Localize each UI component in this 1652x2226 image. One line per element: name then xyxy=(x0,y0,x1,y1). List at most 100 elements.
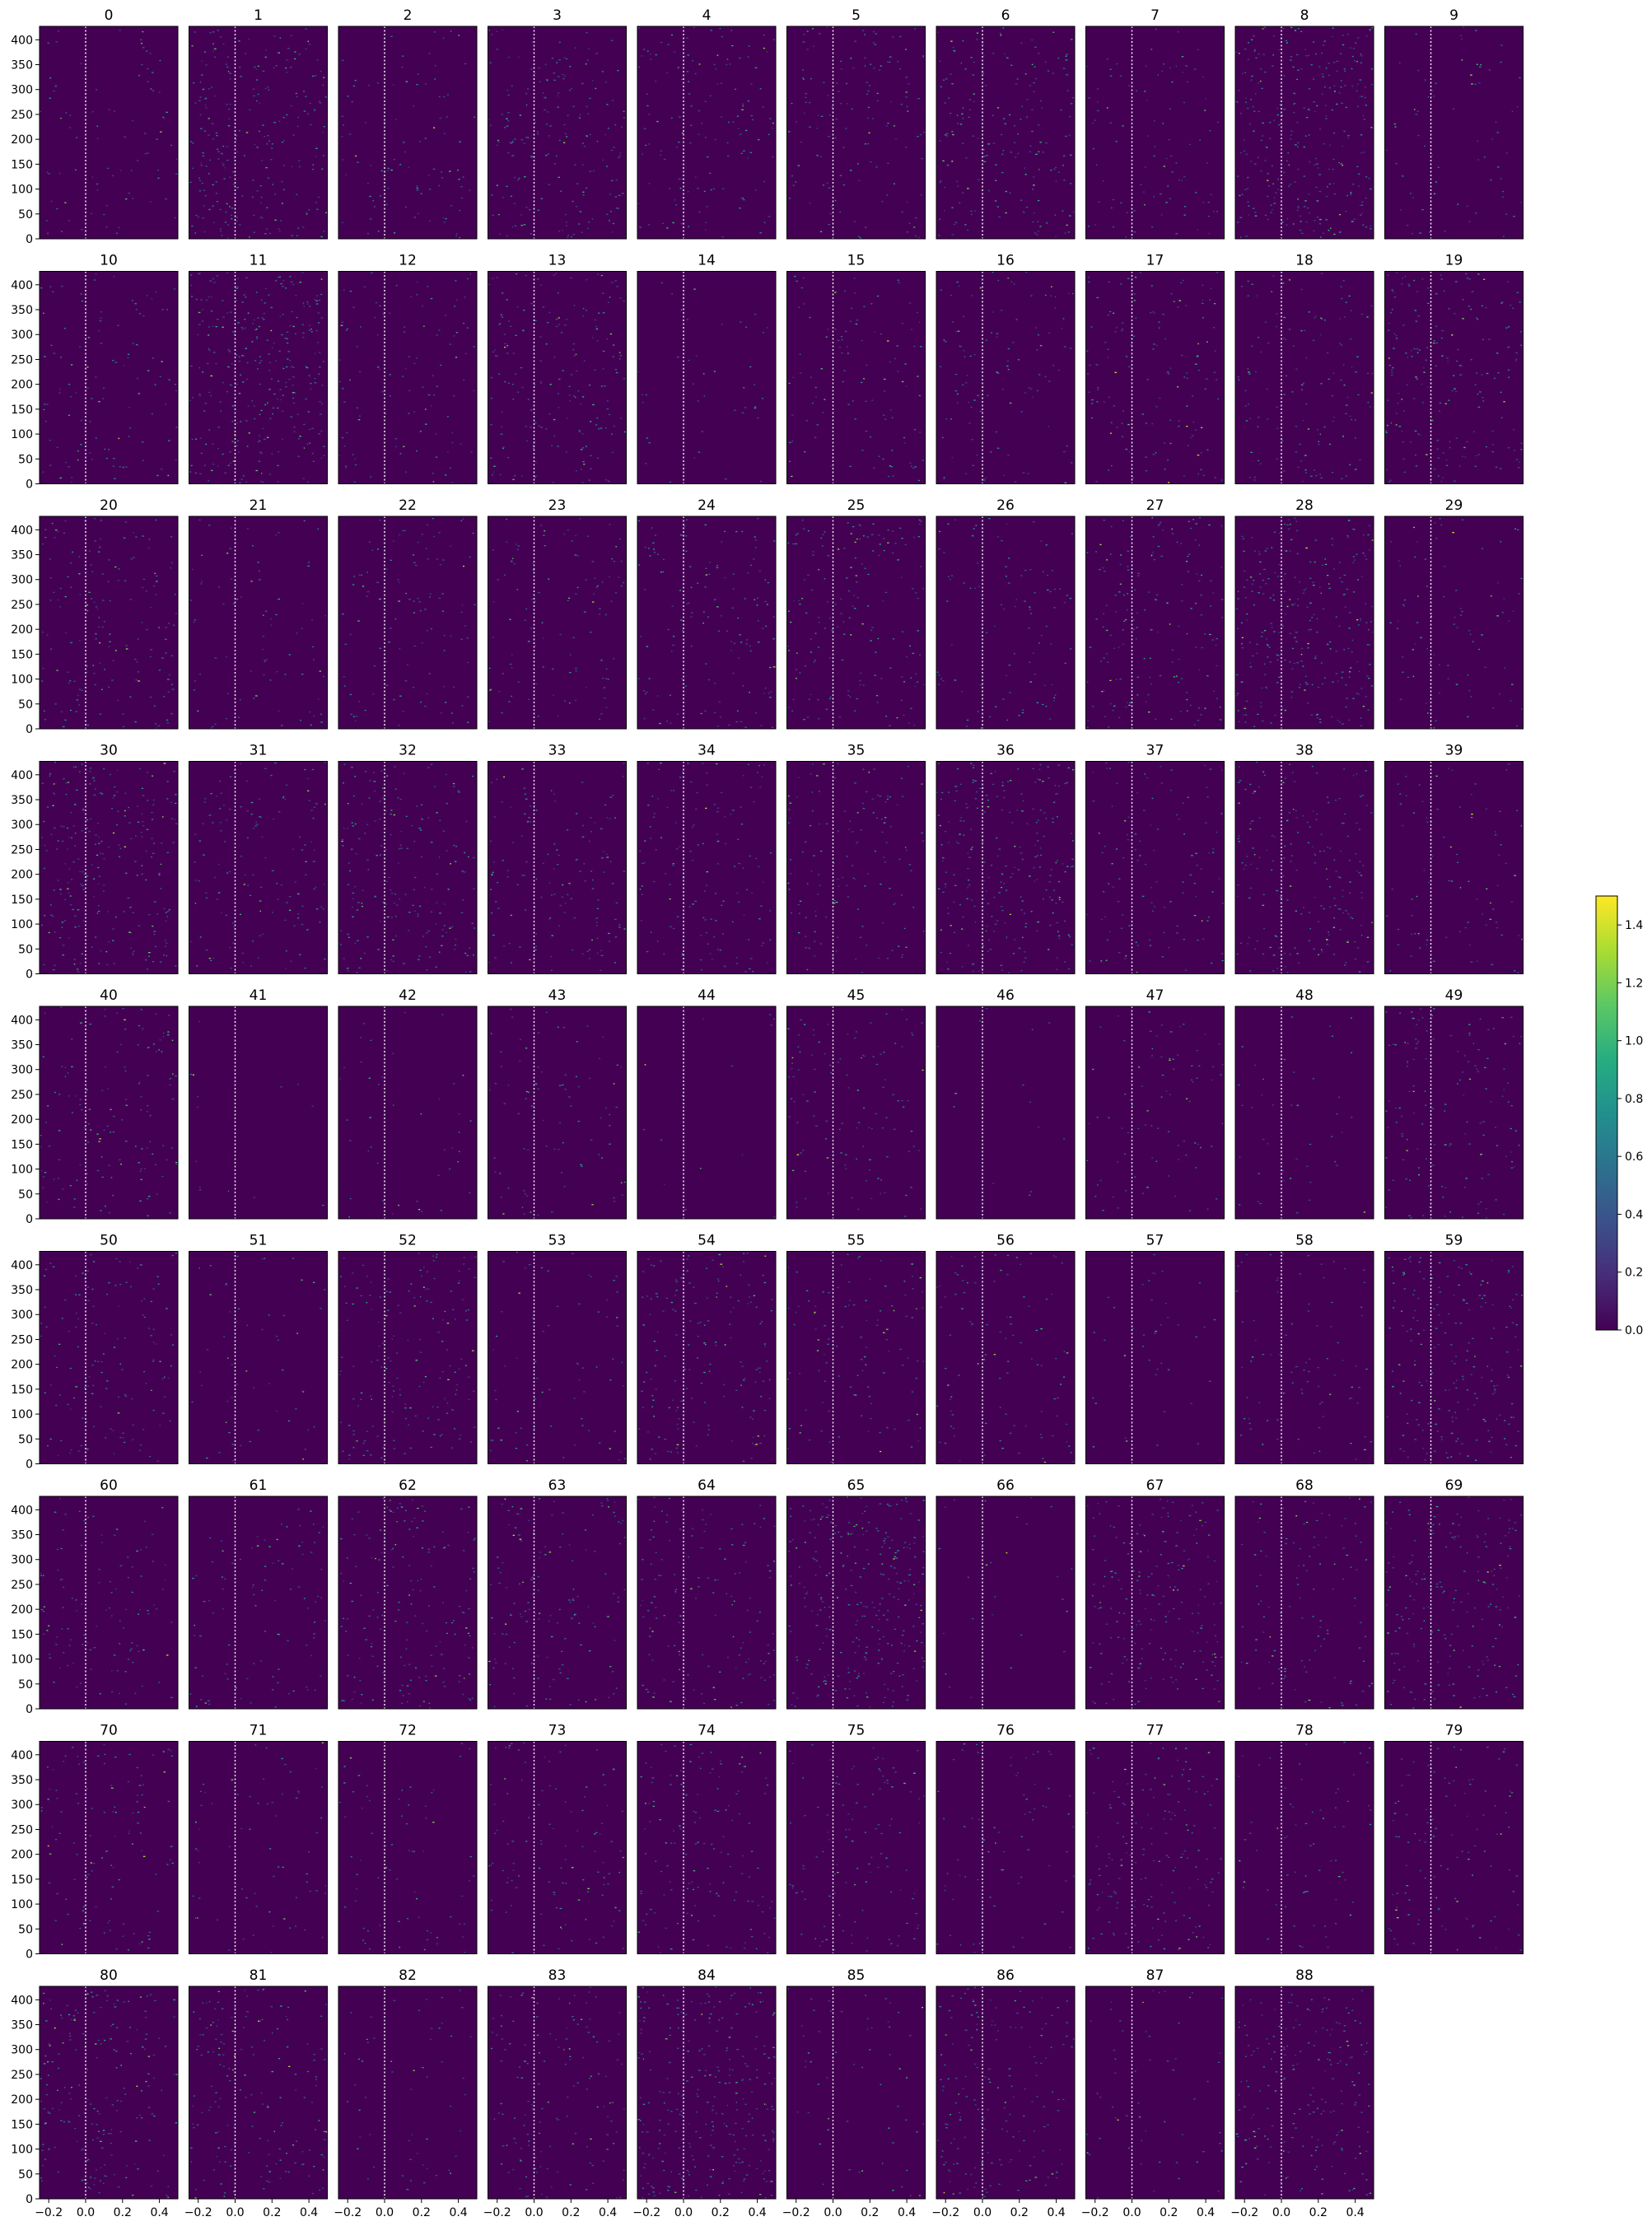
y-tick-label: 150 xyxy=(11,2118,33,2131)
y-tick-label: 0 xyxy=(26,478,33,492)
panel-frame xyxy=(488,1006,627,1220)
heatmap-area xyxy=(338,271,477,484)
x-tick-label: 0.2 xyxy=(1309,2206,1328,2219)
heatmap-area xyxy=(936,1496,1075,1709)
y-tick-label: 0 xyxy=(26,2193,33,2206)
panel-frame xyxy=(786,1741,926,1954)
panel-61: 61 xyxy=(189,1477,328,1710)
y-tick-label: 150 xyxy=(11,158,33,171)
panel-3: 3 xyxy=(488,7,627,240)
heatmap-area xyxy=(936,761,1075,974)
heatmap-cells xyxy=(639,763,772,973)
heatmap-area xyxy=(40,761,178,974)
heatmap-cells xyxy=(340,1497,476,1709)
heatmap-area xyxy=(786,26,926,239)
heatmap-cells xyxy=(40,1990,179,2198)
heatmap-area xyxy=(637,1986,776,2199)
panel-frame xyxy=(39,26,179,240)
heatmap-cells xyxy=(488,273,627,483)
panel-frame xyxy=(936,761,1076,974)
panel-87: 87 −0.2 0.0 0.2 0.4 xyxy=(1081,1967,1225,2219)
heatmap-area xyxy=(936,516,1075,729)
y-tick-label: 300 xyxy=(11,574,33,587)
heatmap-area xyxy=(1384,516,1524,729)
panel-title: 3 xyxy=(553,7,562,24)
heatmap-cells xyxy=(637,1743,776,1954)
heatmap-area xyxy=(338,1986,477,2199)
panel-frame xyxy=(488,26,627,240)
heatmap-cells xyxy=(1086,1498,1223,1705)
heatmap-area xyxy=(786,1496,926,1709)
heatmap-cells xyxy=(191,1255,326,1462)
panel-title: 21 xyxy=(250,497,268,514)
panel-frame xyxy=(189,1986,328,2200)
panel-66: 66 xyxy=(936,1477,1076,1710)
panel-title: 36 xyxy=(996,743,1015,759)
panel-88: 88 −0.2 0.0 0.2 0.4 xyxy=(1230,1967,1374,2219)
panel-77: 77 xyxy=(1085,1723,1225,1954)
panel-title: 39 xyxy=(1445,743,1463,759)
heatmap-area xyxy=(1384,26,1524,239)
panel-title: 59 xyxy=(1445,1233,1463,1249)
heatmap-area xyxy=(786,1006,926,1219)
y-tick-label: 200 xyxy=(11,1113,33,1127)
y-tick-label: 150 xyxy=(11,648,33,661)
heatmap-cells xyxy=(1384,272,1524,483)
panel-title: 69 xyxy=(1445,1477,1463,1494)
panel-title: 80 xyxy=(100,1967,118,1984)
panel-frame xyxy=(786,1496,926,1710)
panel-58: 58 xyxy=(1234,1233,1374,1464)
heatmap-cells xyxy=(936,518,1073,729)
x-tick-label: 0.0 xyxy=(1122,2206,1141,2219)
heatmap-area xyxy=(338,1251,477,1464)
panel-19: 19 xyxy=(1384,253,1524,484)
y-tick-label: 200 xyxy=(11,623,33,637)
panel-59: 59 xyxy=(1384,1233,1524,1464)
colorbar-tick-label: 1.0 xyxy=(1625,1035,1643,1048)
y-tick-label: 0 xyxy=(26,1948,33,1962)
y-tick-label: 400 xyxy=(11,34,33,47)
panel-24: 24 xyxy=(637,497,777,730)
panel-title: 47 xyxy=(1146,987,1164,1004)
heatmap-cells xyxy=(788,275,924,482)
panel-frame xyxy=(786,761,926,974)
panel-title: 83 xyxy=(548,1967,567,1984)
x-tick-label: 0.0 xyxy=(376,2206,394,2219)
panel-title: 79 xyxy=(1445,1723,1463,1739)
panel-frame xyxy=(1384,1251,1524,1464)
panel-title: 6 xyxy=(1001,7,1010,24)
panel-frame xyxy=(637,1741,777,1954)
x-tick-label: 0.2 xyxy=(1160,2206,1178,2219)
panel-frame xyxy=(936,1986,1076,2200)
panel-73: 73 xyxy=(488,1723,627,1954)
panel-2: 2 xyxy=(338,7,478,240)
panel-28: 28 xyxy=(1234,497,1374,730)
y-tick-label: 400 xyxy=(11,1749,33,1762)
y-tick-label: 200 xyxy=(11,133,33,147)
panel-title: 43 xyxy=(548,987,567,1004)
heatmap-cells xyxy=(488,1498,626,1708)
heatmap-cells xyxy=(787,1988,925,2196)
panel-title: 75 xyxy=(847,1723,866,1739)
heatmap-area xyxy=(936,1006,1075,1219)
heatmap-area xyxy=(488,26,627,239)
panel-frame xyxy=(39,1251,179,1464)
panel-title: 18 xyxy=(1295,253,1314,269)
panel-frame xyxy=(1384,516,1524,730)
x-tick-label: 0.0 xyxy=(77,2206,95,2219)
y-tick-label: 150 xyxy=(11,1628,33,1641)
heatmap-area xyxy=(637,1741,776,1954)
panel-frame xyxy=(488,1251,627,1464)
panel-title: 72 xyxy=(399,1723,417,1739)
heatmap-area xyxy=(40,26,178,239)
heatmap-cells xyxy=(1085,1990,1224,2199)
panel-frame xyxy=(488,1741,627,1954)
y-tick-label: 300 xyxy=(11,84,33,97)
panel-56: 56 xyxy=(936,1233,1076,1464)
heatmap-cells xyxy=(488,1008,626,1216)
panel-16: 16 xyxy=(936,253,1076,484)
panel-37: 37 xyxy=(1085,743,1225,974)
panel-title: 40 xyxy=(100,987,118,1004)
